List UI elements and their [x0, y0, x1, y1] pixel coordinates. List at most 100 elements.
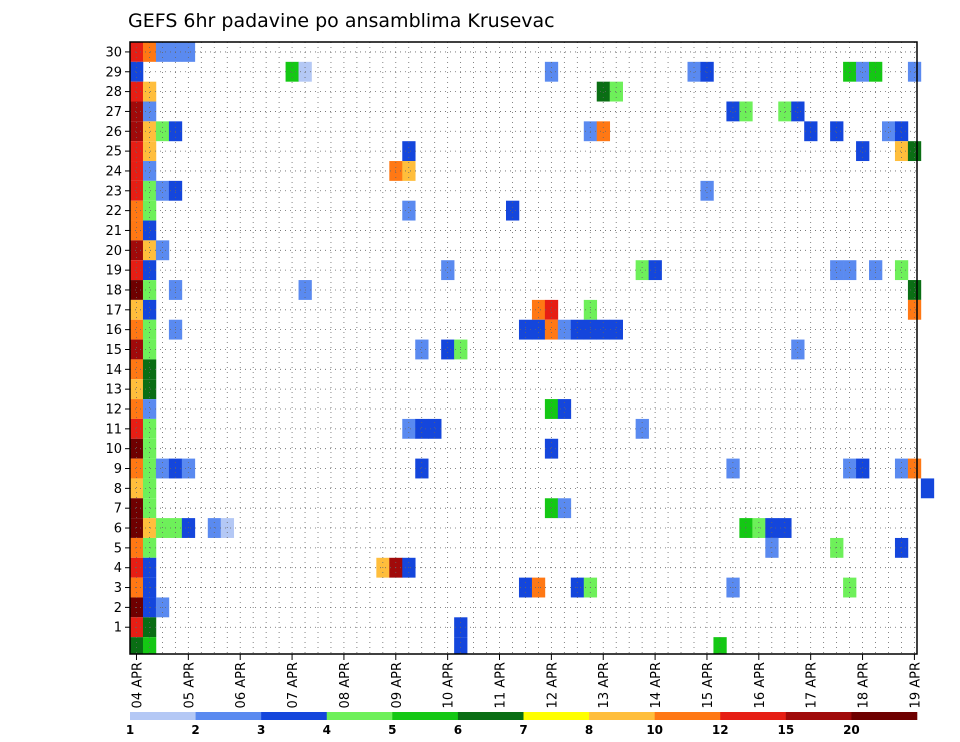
cell-04-apr-00-member-18 [130, 280, 144, 300]
y-tick-label-26: 26 [105, 125, 122, 140]
cell-04-apr-06-member-10 [142, 438, 157, 459]
cell-09-apr-06-member-22 [402, 200, 416, 221]
cell-04-apr-06-member-25 [142, 141, 157, 162]
cell-15-apr-12-member-27 [726, 101, 740, 122]
cell-04-apr-00-member-27 [130, 101, 144, 122]
cell-05-apr-18-member-6 [220, 518, 235, 538]
cell-13-apr-00-member-26 [596, 121, 611, 142]
y-tick-label-1: 1 [114, 621, 122, 636]
cell-04-apr-00-member-22 [130, 200, 144, 221]
colorbar-swatch-11 [785, 712, 852, 720]
y-tick-label-21: 21 [105, 224, 122, 239]
colorbar-label-3: 3 [257, 723, 265, 737]
cell-04-apr-06-member-11 [142, 418, 157, 439]
cell-19-apr-00-member-29 [907, 61, 922, 82]
cell-04-apr-12-member-23 [155, 180, 170, 201]
colorbar-swatch-9 [654, 712, 721, 720]
cell-13-apr-06-member-16 [609, 319, 623, 340]
x-tick-label-16-apr: 16 APR [753, 662, 768, 708]
colorbar-label-1: 1 [126, 723, 134, 737]
cell-12-apr-06-member-12 [557, 399, 572, 419]
y-tick-label-22: 22 [105, 204, 122, 219]
cell-04-apr-12-member-26 [155, 121, 170, 142]
cell-05-apr-00-member-6 [181, 518, 196, 538]
x-tick-label-07-apr: 07 APR [286, 662, 301, 708]
cell-04-apr-00-member-9 [130, 458, 144, 479]
colorbar-swatch-5 [392, 712, 459, 720]
cell-19-apr-00-member-9 [907, 458, 922, 479]
x-tick-label-06-apr: 06 APR [234, 662, 249, 708]
cell-04-apr-06-member-21 [142, 220, 157, 241]
cell-15-apr-12-member-9 [726, 458, 740, 479]
x-tick-label-11-apr: 11 APR [494, 662, 509, 708]
colorbar-swatch-10 [720, 712, 787, 720]
cell-10-apr-00-member-19 [441, 260, 455, 281]
cell-04-apr-12-member-30 [155, 42, 170, 62]
cell-04-apr-06-member-8 [142, 478, 157, 499]
cell-04-apr-00-member-21 [130, 220, 144, 241]
cell-04-apr-06-member-27 [142, 101, 157, 122]
cell-04-apr-00-member-7 [130, 498, 144, 519]
cell-12-apr-12-member-16 [570, 319, 585, 340]
x-tick-label-17-apr: 17 APR [805, 662, 820, 708]
cell-04-apr-00-member-23 [130, 180, 144, 201]
x-tick-label-13-apr: 13 APR [597, 662, 612, 708]
cell-18-apr-18-member-25 [894, 141, 909, 162]
cell-04-apr-06-member-14 [142, 359, 157, 380]
cell-04-apr-00-member-10 [130, 438, 144, 459]
cell-09-apr-18-member-11 [428, 418, 442, 439]
cell-13-apr-18-member-11 [635, 418, 649, 439]
cell-12-apr-00-member-16 [544, 319, 559, 340]
y-tick-label-12: 12 [105, 403, 122, 418]
cell-13-apr-18-member-19 [635, 260, 649, 281]
cell-04-apr-06-member-26 [142, 121, 157, 142]
cell-15-apr-18-member-27 [739, 101, 753, 122]
colorbar-swatch-3 [261, 712, 328, 720]
y-tick-label-19: 19 [105, 264, 122, 279]
cell-17-apr-18-member-9 [843, 458, 857, 479]
cell-15-apr-06-member-0 [713, 637, 727, 654]
x-tick-label-15-apr: 15 APR [701, 662, 716, 708]
cell-16-apr-18-member-15 [791, 339, 805, 360]
cell-04-apr-06-member-15 [142, 339, 157, 360]
cell-04-apr-06-member-30 [142, 42, 157, 62]
y-tick-label-23: 23 [105, 184, 122, 199]
cell-16-apr-12-member-27 [778, 101, 792, 122]
colorbar-swatch-1 [130, 712, 196, 720]
cell-04-apr-00-member-29 [130, 61, 144, 82]
cell-04-apr-06-member-0 [142, 637, 157, 654]
x-axis: 04 APR 05 APR 06 APR 07 APR 08 APR 09 APR 10 A… [130, 654, 923, 708]
cell-13-apr-00-member-28 [596, 81, 611, 102]
cell-05-apr-12-member-6 [207, 518, 222, 538]
colorbar-swatch-7 [523, 712, 590, 720]
cell-04-apr-00-member-16 [130, 319, 144, 340]
cell-13-apr-06-member-28 [609, 81, 623, 102]
cell-04-apr-00-member-14 [130, 359, 144, 380]
cell-04-apr-06-member-24 [142, 161, 157, 181]
colorbar-label-8: 8 [585, 723, 593, 737]
y-tick-label-9: 9 [114, 462, 122, 477]
cell-04-apr-06-member-16 [142, 319, 157, 340]
cell-12-apr-00-member-17 [544, 299, 559, 320]
colorbar: 1 2 3 4 5 6 7 8 10 12 15 20 [126, 712, 918, 737]
cell-12-apr-06-member-7 [557, 498, 572, 519]
cell-12-apr-00-member-10 [544, 438, 559, 459]
cell-16-apr-00-member-6 [752, 518, 766, 538]
cell-12-apr-00-member-29 [544, 61, 559, 82]
y-tick-label-7: 7 [114, 502, 122, 517]
colorbar-swatch-12 [851, 712, 918, 720]
y-axis: 1234567891011121314151617181920212223242… [105, 45, 130, 636]
cell-17-apr-12-member-19 [830, 260, 844, 281]
y-tick-label-20: 20 [105, 244, 122, 259]
cell-04-apr-06-member-7 [142, 498, 157, 519]
cell-04-apr-00-member-26 [130, 121, 144, 142]
y-tick-label-30: 30 [105, 45, 122, 60]
cell-18-apr-00-member-9 [856, 458, 870, 479]
colorbar-swatch-2 [195, 712, 262, 720]
cell-19-apr-00-member-18 [907, 280, 922, 300]
cell-11-apr-18-member-17 [531, 299, 546, 320]
x-tick-label-18-apr: 18 APR [857, 662, 872, 708]
y-tick-label-6: 6 [114, 522, 122, 537]
y-tick-label-13: 13 [105, 383, 122, 398]
y-tick-label-4: 4 [114, 561, 122, 576]
